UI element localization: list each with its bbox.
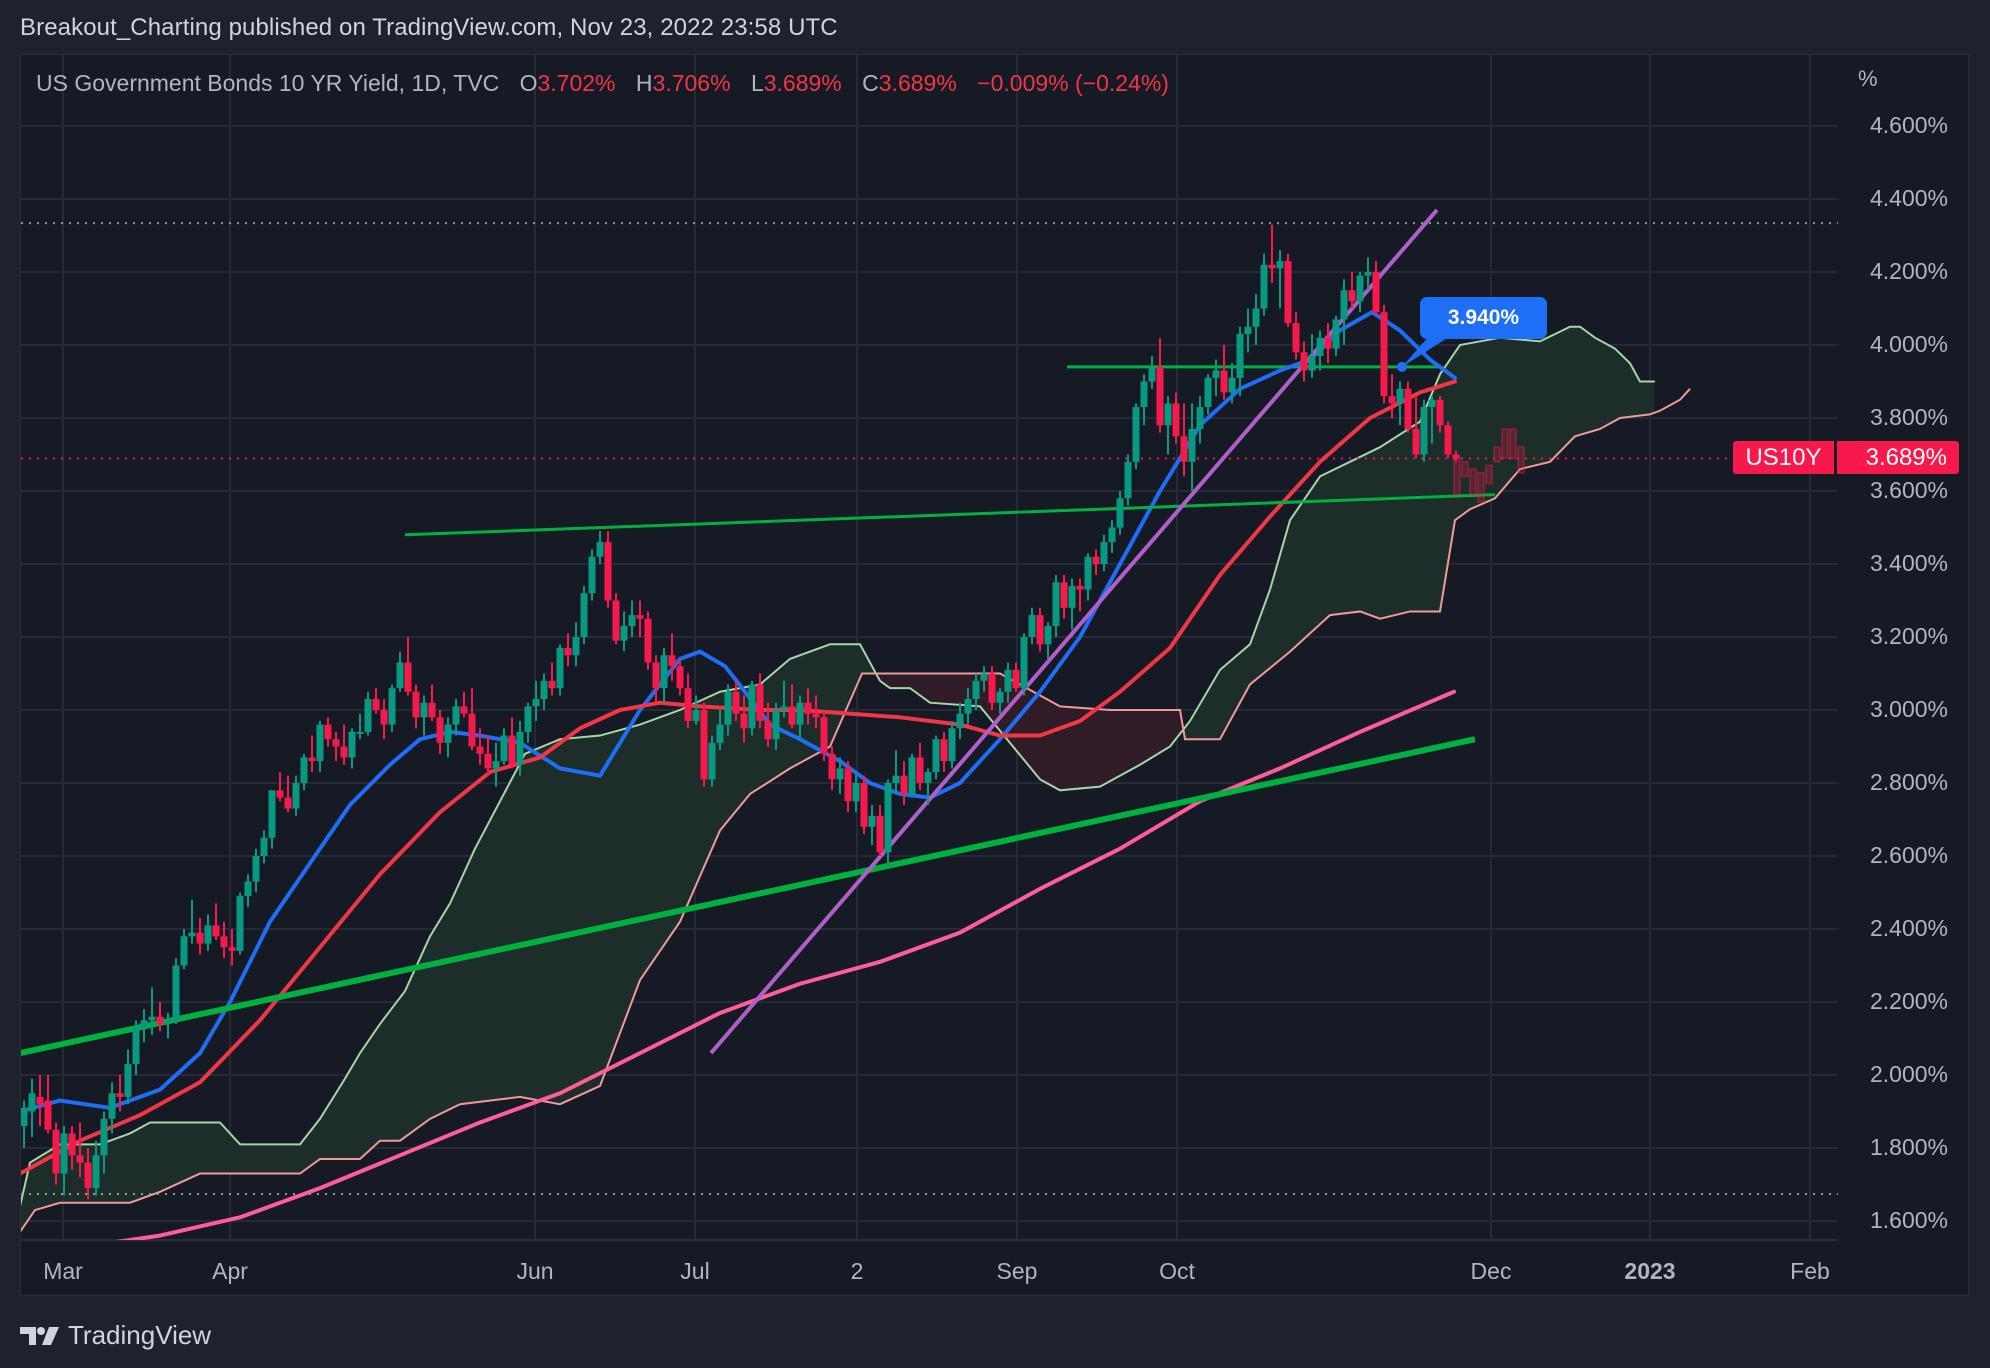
symbol-badge: US10Y [1733,441,1834,474]
change-value: −0.009% (−0.24%) [977,70,1169,96]
high-value: 3.706% [652,70,731,96]
high-key: H [635,70,653,96]
published-caption: Breakout_Charting published on TradingVi… [20,14,838,41]
time-axis-label: Jun [516,1258,554,1284]
time-axis-label: Jul [680,1258,710,1284]
symbol-legend[interactable]: US Government Bonds 10 YR Yield, 1D, TVC… [36,70,1169,97]
price-axis-label: 2.400% [1869,915,1948,941]
time-axis-label: Oct [1159,1258,1195,1284]
ichimoku-cloud [21,325,1691,1233]
price-axis-label: 3.400% [1869,550,1948,576]
grid-lines [21,55,1838,1241]
low-value: 3.689% [763,70,842,96]
open-value: 3.702% [537,70,616,96]
price-axis-label: 4.200% [1869,258,1948,284]
tradingview-brand[interactable]: TradingView [20,1320,211,1351]
price-axis-label: 2.200% [1869,988,1948,1014]
close-value: 3.689% [878,70,957,96]
price-axis-label: 3.000% [1869,696,1948,722]
time-axis-label: Mar [43,1258,83,1284]
time-axis-label: 2023 [1624,1258,1676,1284]
price-axis-label: 4.000% [1869,331,1948,357]
close-key: C [862,70,879,96]
price-axis-unit: % [1858,66,1878,91]
time-axis-label: 2 [850,1258,864,1284]
price-axis-label: 2.600% [1869,842,1948,868]
price-axis-label: 4.400% [1869,185,1948,211]
brand-name: TradingView [68,1320,212,1350]
price-axis-label: 3.800% [1869,404,1948,430]
last-price-badge: 3.689% [1837,441,1959,474]
symbol-title: US Government Bonds 10 YR Yield, 1D, TVC [36,70,500,96]
time-axis-label: Apr [212,1258,248,1284]
trendlines[interactable] [20,208,1496,1056]
time-axis-label: Feb [1790,1258,1830,1284]
low-key: L [750,70,764,96]
price-axis-label: 1.800% [1869,1134,1948,1160]
open-key: O [519,70,538,96]
price-axis-label: 1.600% [1869,1207,1948,1233]
price-axis-label: 4.600% [1869,112,1948,138]
price-axis-label: 2.800% [1869,769,1948,795]
price-callout[interactable]: 3.940% [1420,297,1547,339]
tradingview-logo-icon [20,1326,59,1345]
price-axis-label: 3.600% [1869,477,1948,503]
projected-candles [1453,428,1525,503]
candlestick-series [21,224,1460,1200]
time-axis-label: Sep [996,1258,1038,1284]
callout-pointer [1397,335,1452,372]
price-axis-label: 3.200% [1869,623,1948,649]
horizontal-levels [21,222,1838,1195]
time-axis-label: Dec [1470,1258,1512,1284]
price-axis-label: 2.000% [1869,1061,1948,1087]
